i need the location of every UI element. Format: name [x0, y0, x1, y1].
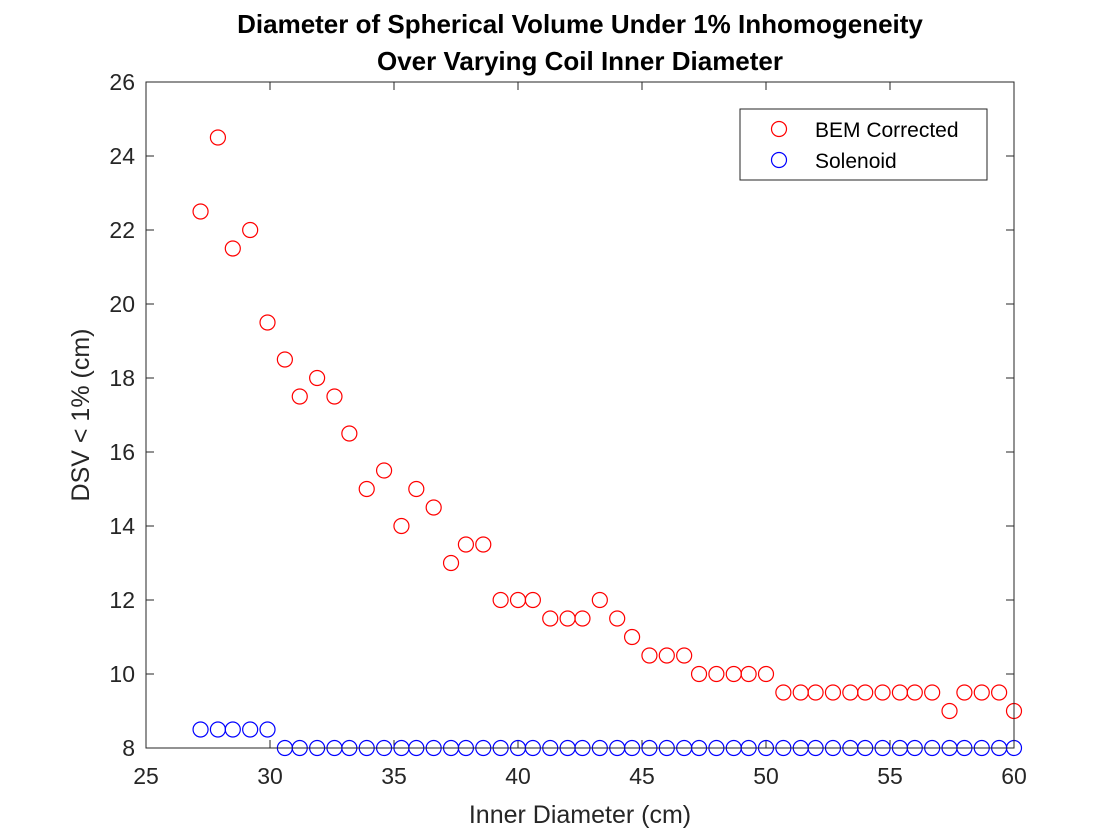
chart-title-line-2: Over Varying Coil Inner Diameter [377, 46, 783, 76]
y-axis-label: DSV < 1% (cm) [67, 329, 95, 502]
data-point-bem-corrected [192, 203, 209, 220]
legend: BEM Corrected Solenoid [739, 108, 988, 181]
plot-area [146, 82, 1014, 748]
y-tick-label: 14 [109, 513, 135, 539]
data-point-bem-corrected [906, 684, 923, 701]
data-point-bem-corrected [542, 610, 559, 627]
x-tick-label: 30 [257, 763, 283, 789]
y-tick-label: 24 [109, 143, 135, 169]
data-point-bem-corrected [857, 684, 874, 701]
legend-marker-solenoid [770, 151, 788, 169]
data-point-bem-corrected [690, 665, 708, 683]
data-point-bem-corrected [524, 591, 541, 609]
data-point-bem-corrected [492, 591, 509, 609]
x-tick-label: 60 [1001, 763, 1027, 789]
data-point-bem-corrected [375, 462, 393, 479]
data-point-bem-corrected [393, 517, 410, 535]
data-point-bem-corrected [973, 684, 990, 701]
data-point-solenoid [224, 721, 241, 738]
y-tick-label: 8 [122, 735, 135, 761]
series-bem-corrected [192, 129, 1023, 720]
data-point-bem-corrected [775, 684, 792, 701]
legend-label-bem-corrected: BEM Corrected [815, 119, 959, 142]
data-point-bem-corrected [309, 369, 326, 387]
chart-title-line-1: Diameter of Spherical Volume Under 1% In… [237, 9, 923, 39]
data-point-bem-corrected [956, 684, 973, 701]
data-point-bem-corrected [442, 554, 460, 572]
y-tick-label: 18 [109, 365, 135, 391]
y-tick-label: 22 [109, 217, 135, 243]
data-point-bem-corrected [574, 610, 591, 627]
data-point-bem-corrected [676, 647, 693, 664]
x-tick-label: 40 [505, 763, 531, 789]
data-point-solenoid [192, 721, 209, 738]
data-point-bem-corrected [408, 480, 425, 498]
data-point-bem-corrected [591, 591, 608, 609]
x-tick-label: 35 [381, 763, 407, 789]
data-point-bem-corrected [824, 684, 842, 701]
data-point-bem-corrected [941, 702, 958, 720]
data-point-bem-corrected [708, 665, 725, 683]
x-axis-label: Inner Diameter (cm) [469, 801, 691, 829]
legend-label-solenoid: Solenoid [815, 150, 897, 173]
data-point-bem-corrected [457, 536, 475, 553]
data-point-bem-corrected [425, 499, 442, 516]
data-point-bem-corrected [358, 480, 375, 498]
data-point-bem-corrected [224, 240, 241, 257]
legend-marker-bem-corrected [770, 120, 788, 138]
data-point-solenoid [242, 721, 259, 738]
data-point-bem-corrected [807, 684, 824, 701]
data-point-solenoid [259, 721, 276, 738]
x-tick-label: 25 [133, 763, 159, 789]
legend-box [739, 108, 988, 181]
x-tick-label: 50 [753, 763, 779, 789]
data-point-bem-corrected [874, 684, 891, 701]
data-point-bem-corrected [341, 425, 358, 442]
data-point-bem-corrected [658, 647, 675, 664]
data-point-bem-corrected [259, 314, 276, 331]
x-tick-label: 45 [629, 763, 655, 789]
data-point-bem-corrected [991, 684, 1008, 701]
axes-box [145, 81, 1015, 749]
data-point-bem-corrected [326, 388, 343, 405]
data-point-bem-corrected [242, 221, 259, 239]
data-point-bem-corrected [924, 684, 941, 701]
data-point-bem-corrected [475, 536, 492, 553]
y-tick-label: 10 [109, 661, 135, 687]
data-point-bem-corrected [276, 351, 293, 368]
y-tick-label: 26 [109, 69, 135, 95]
data-point-bem-corrected [291, 388, 308, 405]
data-point-bem-corrected [209, 129, 227, 146]
y-tick-label: 12 [109, 587, 135, 613]
data-point-bem-corrected [623, 628, 641, 646]
y-tick-label: 16 [109, 439, 135, 465]
data-point-bem-corrected [641, 647, 658, 664]
data-point-bem-corrected [609, 610, 626, 627]
data-point-bem-corrected [740, 665, 757, 683]
y-tick-label: 20 [109, 291, 135, 317]
x-tick-label: 55 [877, 763, 903, 789]
data-point-bem-corrected [757, 665, 775, 683]
